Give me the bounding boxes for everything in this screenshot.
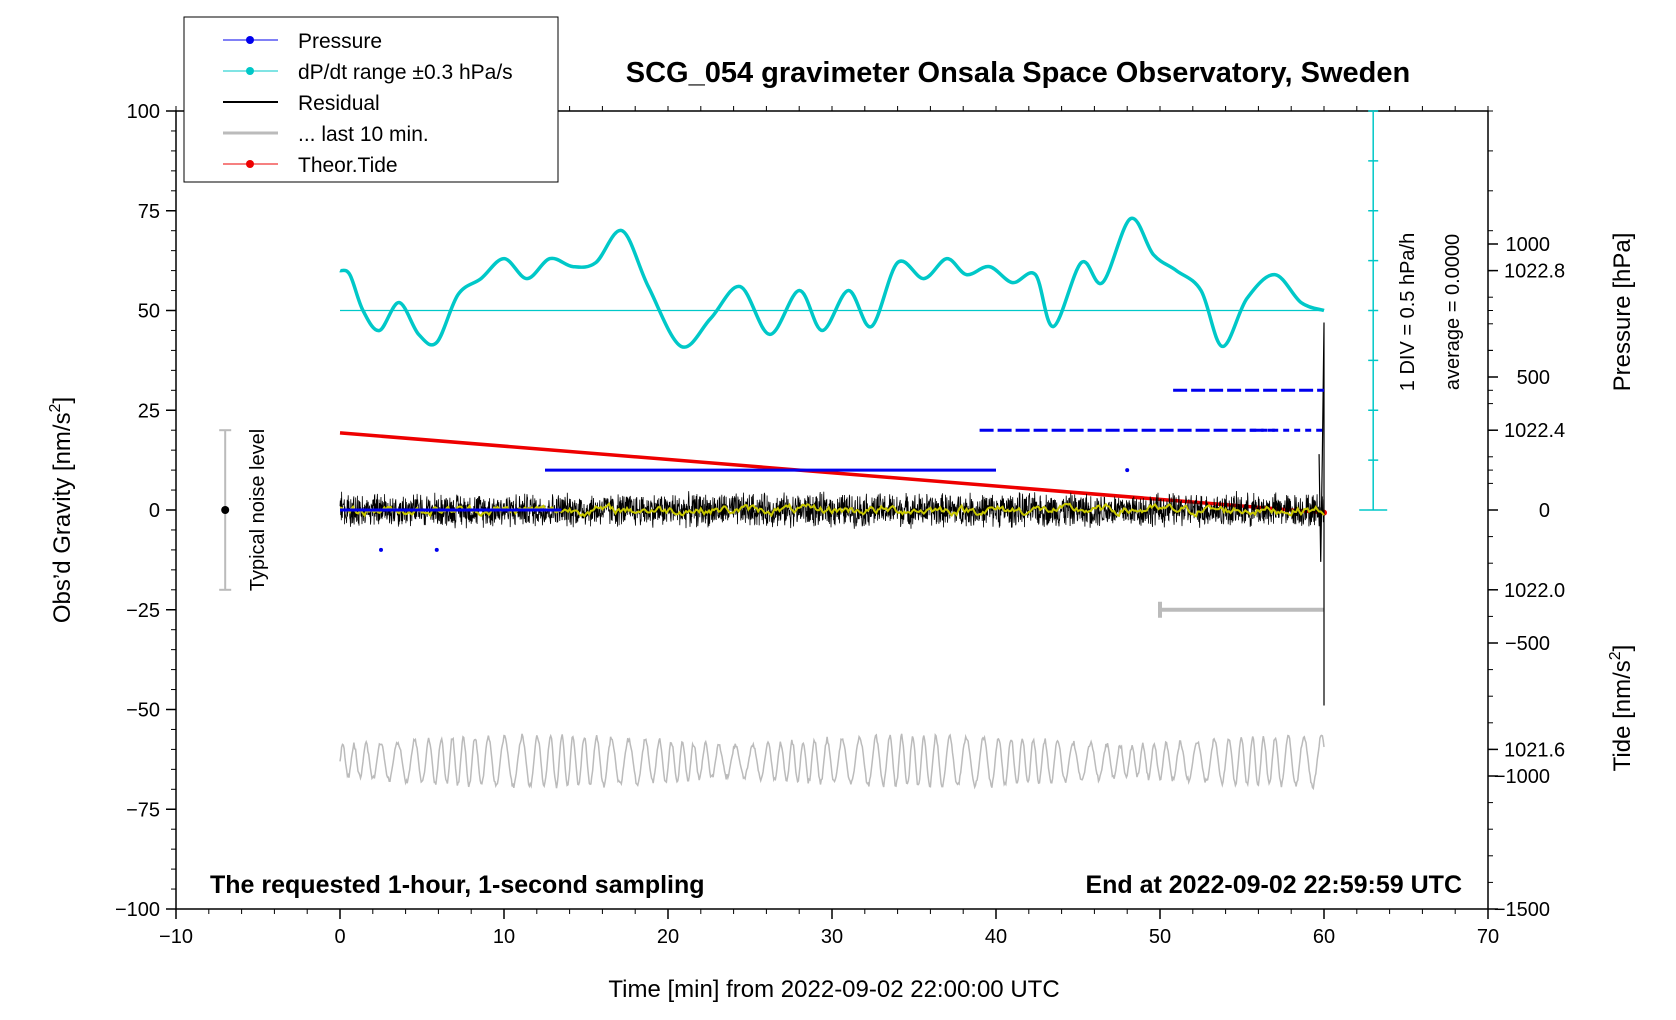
- legend-swatch-dot: [246, 67, 254, 75]
- legend-label: Pressure: [298, 30, 382, 53]
- tide-tick-label: 500: [1517, 367, 1550, 389]
- y-left-axis-label: Obs’d Gravity [nm/s2]: [47, 397, 76, 623]
- x-axis-label: Time [min] from 2022-09-02 22:00:00 UTC: [608, 976, 1059, 1003]
- legend-swatch-dot: [246, 36, 254, 44]
- pressure-tick-label: 1022.8: [1504, 261, 1565, 283]
- legend-label: Residual: [298, 92, 380, 115]
- y-left-tick-label: −25: [126, 600, 160, 622]
- y-left-tick-label: −50: [126, 700, 160, 722]
- y-left-label-main: Obs’d Gravity [nm/s: [49, 412, 76, 623]
- pressure-tick-label: 1022.4: [1504, 420, 1565, 442]
- y-left-tick-label: 50: [138, 301, 160, 323]
- legend-item: Theor.Tide: [223, 154, 398, 177]
- y-right-pressure-label: Pressure [hPa]: [1609, 233, 1636, 392]
- pressure-tick-label: 1022.0: [1504, 580, 1565, 602]
- y-left-label-end: ]: [49, 397, 76, 404]
- y-left-tick-label: 25: [138, 400, 160, 422]
- x-tick-label: 60: [1313, 926, 1335, 948]
- legend-label: Theor.Tide: [298, 154, 398, 177]
- pressure-dot: [1125, 468, 1130, 473]
- y-left-label-sup: 2: [47, 403, 64, 412]
- residual-spike: [1318, 322, 1325, 706]
- x-tick-label: −10: [159, 926, 193, 948]
- legend-item: Residual: [223, 92, 380, 115]
- y-left-tick-label: −75: [126, 799, 160, 821]
- x-tick-label: 20: [657, 926, 679, 948]
- seismic-band-line: [339, 732, 1325, 791]
- scale-average-label: average = 0.0000: [1442, 234, 1464, 390]
- x-tick-label: 30: [821, 926, 843, 948]
- legend: Pressure dP/dt range ±0.3 hPa/s Residual..…: [183, 16, 559, 183]
- footer-left-label: The requested 1-hour, 1-second sampling: [210, 871, 705, 899]
- chart-title: SCG_054 gravimeter Onsala Space Observat…: [626, 57, 1410, 89]
- y-left-tick-label: 100: [127, 101, 160, 123]
- legend-item: dP/dt range ±0.3 hPa/s: [223, 61, 513, 84]
- pressure-dot: [379, 547, 383, 552]
- scale-div-label: 1 DIV = 0.5 hPa/h: [1397, 233, 1419, 391]
- footer-right-label: End at 2022-09-02 22:59:59 UTC: [1085, 871, 1462, 899]
- tide-label-main: Tide [nm/s: [1609, 660, 1636, 771]
- legend-item: Pressure: [223, 30, 382, 53]
- noise-level-label: Typical noise level: [247, 429, 269, 591]
- legend-item: ... last 10 min.: [223, 123, 429, 146]
- residual-line: [339, 490, 1325, 529]
- residual-smoothed-line: [339, 502, 1325, 518]
- tide-label-sup: 2: [1607, 651, 1624, 660]
- x-tick-label: 70: [1477, 926, 1499, 948]
- y-left-tick-label: 0: [149, 500, 160, 522]
- noise-bar-center: [221, 506, 230, 514]
- tide-tick-label: 0: [1539, 500, 1550, 522]
- y-right-tide-label: Tide [nm/s2]: [1607, 645, 1636, 772]
- legend-label: dP/dt range ±0.3 hPa/s: [298, 61, 513, 84]
- tide-tick-label: −500: [1505, 633, 1550, 655]
- x-tick-label: 50: [1149, 926, 1171, 948]
- legend-box: [183, 16, 559, 183]
- tide-tick-label: 1000: [1506, 234, 1551, 256]
- tide-tick-label: −1000: [1494, 766, 1550, 788]
- legend-swatch-dot: [246, 160, 254, 168]
- pressure-tick-label: 1021.6: [1504, 739, 1565, 761]
- y-left-tick-label: 75: [138, 201, 160, 223]
- y-left-tick-label: −100: [115, 899, 160, 921]
- tide-tick-label: −1500: [1494, 899, 1550, 921]
- tide-label-end: ]: [1609, 645, 1636, 652]
- x-tick-label: 0: [334, 926, 345, 948]
- series-layer: [219, 110, 1388, 791]
- x-tick-label: 40: [985, 926, 1007, 948]
- pressure-dot: [434, 547, 439, 552]
- dpdt-line: [339, 216, 1325, 349]
- legend-label: ... last 10 min.: [298, 123, 429, 146]
- x-tick-label: 10: [493, 926, 515, 948]
- axes-layer: −10 0 10 20 30 40 50 60 701007550250−25−50−75−10…: [115, 101, 1565, 948]
